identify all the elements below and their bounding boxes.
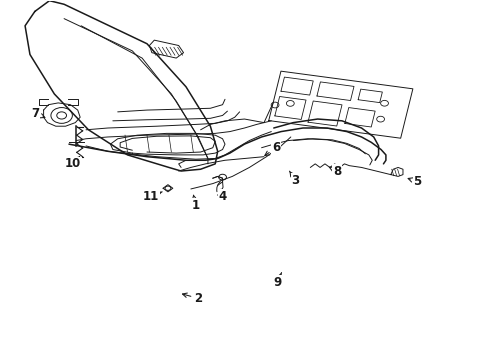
Text: 7: 7 — [32, 107, 45, 120]
Text: 1: 1 — [191, 195, 200, 212]
Text: 3: 3 — [289, 171, 299, 186]
Text: 4: 4 — [218, 189, 226, 203]
Text: 11: 11 — [142, 190, 162, 203]
Text: 2: 2 — [182, 292, 202, 305]
Text: 8: 8 — [329, 165, 341, 177]
Text: 5: 5 — [407, 175, 421, 188]
Text: 6: 6 — [264, 141, 280, 156]
Text: 10: 10 — [64, 157, 81, 170]
Text: 9: 9 — [273, 273, 281, 289]
